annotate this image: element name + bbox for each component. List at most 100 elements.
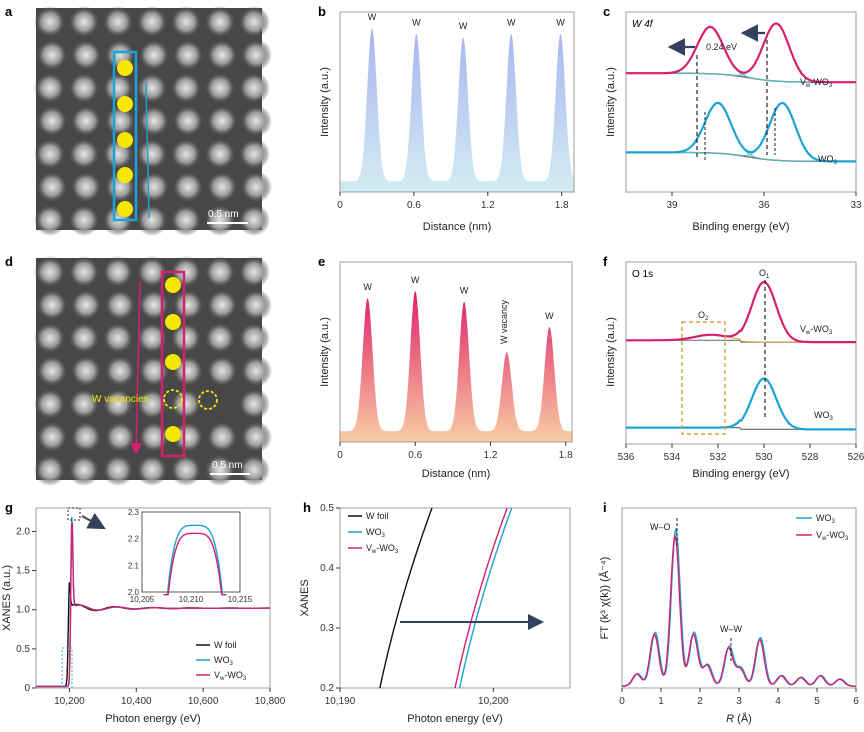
atom-column (170, 322, 202, 354)
atom-column (136, 6, 168, 38)
x-axis-title-h: Photon energy (eV) (407, 713, 502, 725)
atom-column (70, 289, 102, 321)
atom-column (102, 256, 134, 288)
atom-column (68, 72, 100, 104)
atom-column (240, 39, 272, 71)
y-axis-title-e: Intensity (a.u.) (319, 317, 331, 387)
wfoil-curve (379, 507, 433, 689)
chart-g: 10,205 10,210 10,215 2.0 2.1 2.2 2.3 10,200 10,… (1, 507, 286, 725)
x-tick-label: 0 (337, 450, 343, 461)
inset-frame (141, 511, 241, 593)
profile-line-a (145, 81, 150, 219)
vacancy-label: W vacancies (92, 394, 149, 405)
atom-column (138, 39, 170, 71)
atom-column (206, 289, 238, 321)
x-axis-title-e: Distance (nm) (422, 468, 490, 480)
y-tick-label: 0.2 (320, 683, 334, 694)
o2-highlight-box (681, 321, 726, 435)
x-tick-label: 532 (710, 452, 727, 463)
wo3-curve (622, 527, 856, 687)
atom-column (70, 171, 102, 203)
peak-label: W (411, 275, 420, 285)
atom-column (206, 105, 238, 137)
x-tick-label: 10,400 (121, 696, 152, 707)
atom-column (68, 6, 100, 38)
atom-column (104, 355, 136, 387)
wo3-curve (626, 101, 856, 163)
atom-column (136, 72, 168, 104)
atom-column (136, 454, 168, 486)
atom-column (68, 388, 100, 420)
peak-label: W (459, 21, 468, 31)
atom-column (206, 171, 238, 203)
inset-x-tick-label: 10,205 (130, 595, 155, 604)
atom-column (204, 6, 236, 38)
x-tick-label: 0 (337, 200, 343, 211)
stem-image-d: W vacancies 0.5 nm (34, 256, 272, 486)
atom-column (240, 355, 272, 387)
annotation-ww: W–W (720, 624, 743, 634)
peak-label: W (412, 18, 421, 28)
peak-label: W (545, 311, 554, 321)
atom-column (104, 105, 136, 137)
atom-column (34, 454, 66, 486)
y-tick-label: 0.4 (320, 563, 334, 574)
atom-column (104, 289, 136, 321)
atom-column (102, 72, 134, 104)
peak-label: W (368, 12, 377, 22)
vw-wo3-curve (626, 22, 856, 84)
x-tick-label: 0.6 (408, 450, 422, 461)
series-label-wo3-f: WO3 (814, 410, 834, 422)
panel-letter-a: a (5, 4, 13, 19)
atom-column (204, 138, 236, 170)
shift-label: 0.24 eV (706, 42, 737, 52)
x-axis-title-i: R (Å) (726, 712, 752, 725)
atom-column (68, 322, 100, 354)
y-axis-title-c: Intensity (a.u.) (605, 67, 617, 137)
atom-column (34, 204, 66, 236)
atom-column (34, 138, 66, 170)
series-label-wo3-c: WO3 (818, 154, 838, 166)
atom-column (34, 256, 66, 288)
atom-column (238, 6, 270, 38)
atom-column (34, 6, 66, 38)
series-label-vw-c: Vw-WO3 (800, 77, 833, 89)
atom-column (206, 421, 238, 453)
atom-column (36, 171, 68, 203)
panel-letter-b: b (318, 4, 326, 19)
atom-column (170, 204, 202, 236)
atom-column (238, 388, 270, 420)
vacancy-marker (198, 390, 218, 410)
o2-label: O2 (698, 310, 709, 322)
y-axis-title-g: XANES (a.u.) (1, 565, 13, 631)
scale-bar-label-d: 0.5 nm (212, 460, 243, 471)
vw-wo3-curve (36, 522, 270, 688)
atom-markers-a (117, 60, 133, 217)
inset-y-tick-label: 2.2 (128, 535, 140, 544)
peak-label: W (507, 18, 516, 28)
atom-column (206, 39, 238, 71)
x-tick-label: 4 (775, 696, 781, 707)
panel-letter-g: g (5, 500, 13, 515)
atom-column (204, 322, 236, 354)
atom-column (138, 355, 170, 387)
atom-column (238, 138, 270, 170)
atom-column (204, 72, 236, 104)
atom-column (138, 105, 170, 137)
atom-column (36, 355, 68, 387)
atom-column (206, 355, 238, 387)
scale-bar-label-a: 0.5 nm (208, 209, 239, 220)
x-tick-label: 530 (756, 452, 773, 463)
peak-label: W (460, 286, 469, 296)
atom-column (172, 171, 204, 203)
y-tick-label: 0.5 (16, 644, 30, 655)
peak-label: W (556, 18, 565, 28)
atom-markers-d (165, 277, 181, 442)
x-tick-label: 526 (848, 452, 864, 463)
atom-column (102, 322, 134, 354)
y-tick-label: 2.0 (16, 526, 30, 537)
o1-label: O1 (759, 268, 770, 280)
legend-wfoil-g: W foil (214, 640, 237, 650)
panel-letter-d: d (5, 254, 13, 269)
atom-column (102, 6, 134, 38)
